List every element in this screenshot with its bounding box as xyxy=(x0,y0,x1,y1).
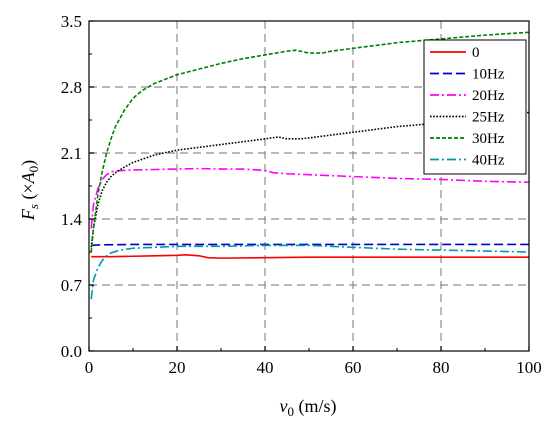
y-axis-symbol: F xyxy=(18,208,38,221)
legend-items: 0 10Hz 20Hz 25Hz 30Hz 40Hz xyxy=(430,45,505,169)
x-tick-label: 80 xyxy=(433,358,450,377)
y-tick-label: 2.8 xyxy=(61,78,82,97)
y-tick-label: 2.1 xyxy=(61,144,82,163)
x-tick-label: 0 xyxy=(85,358,94,377)
y-tick-label: 0.7 xyxy=(61,276,83,295)
y-axis-paren-open: (× xyxy=(18,183,39,204)
legend-label-40Hz: 40Hz xyxy=(472,153,505,169)
y-axis-amplitude: A xyxy=(18,171,38,184)
legend-label-0: 0 xyxy=(472,45,480,61)
x-axis-subscript: 0 xyxy=(288,404,295,419)
series-line-20Hz xyxy=(90,167,530,229)
y-tick-label: 3.5 xyxy=(61,12,82,31)
x-tick-label: 100 xyxy=(516,358,542,377)
x-tick-label: 20 xyxy=(169,358,186,377)
legend-box xyxy=(423,39,527,175)
series-line-30Hz xyxy=(90,31,530,253)
legend-label-10Hz: 10Hz xyxy=(472,67,505,83)
series-line-25Hz xyxy=(90,111,530,248)
tick-layer: 0 20 40 60 80 100 0.0 0.7 1.4 2.1 2.8 3.5 xyxy=(61,12,542,377)
x-axis-title: v0 (m/s) xyxy=(280,396,337,419)
y-tick-label: 1.4 xyxy=(61,210,83,229)
series-line-40Hz xyxy=(90,244,530,300)
series-layer xyxy=(90,31,530,300)
legend-label-20Hz: 20Hz xyxy=(472,88,505,104)
y-axis-title: Fs (×A0) xyxy=(18,160,41,221)
legend-label-25Hz: 25Hz xyxy=(472,110,505,126)
y-axis-amplitude-subscript: 0 xyxy=(26,166,41,173)
x-tick-label: 60 xyxy=(345,358,362,377)
series-line-10Hz xyxy=(91,243,529,247)
y-tick-label: 0.0 xyxy=(61,342,82,361)
x-tick-label: 40 xyxy=(257,358,274,377)
x-axis-unit: (m/s) xyxy=(294,396,337,417)
y-axis-paren-close: ) xyxy=(18,160,39,166)
x-axis-symbol: v xyxy=(280,396,288,416)
series-line-0 xyxy=(91,254,529,259)
y-axis-subscript: s xyxy=(26,204,41,209)
legend-label-30Hz: 30Hz xyxy=(472,131,505,147)
legend: 0 10Hz 20Hz 25Hz 30Hz 40Hz xyxy=(423,39,527,175)
